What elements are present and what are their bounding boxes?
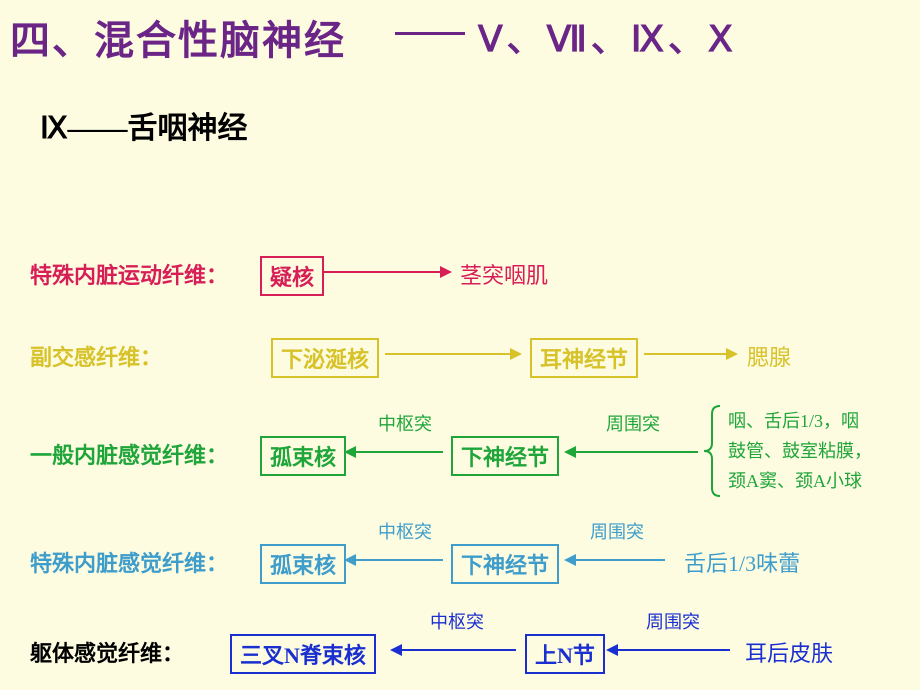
target-text: 茎突咽肌 xyxy=(460,258,548,290)
page-title: 四、混合性脑神经 xyxy=(10,8,346,66)
title-dash xyxy=(395,32,465,35)
target-text: 耳后皮肤 xyxy=(745,636,833,668)
node: 上N节 xyxy=(525,634,605,674)
node: 耳神经节 xyxy=(530,338,638,378)
arrow-label: 中枢突 xyxy=(378,518,432,544)
target-text: 舌后1/3味蕾 xyxy=(684,546,800,578)
arrow-label: 中枢突 xyxy=(378,410,432,436)
node: 下泌涎核 xyxy=(271,338,379,378)
node: 孤束核 xyxy=(260,544,346,584)
row-label: 躯体感觉纤维： xyxy=(30,636,184,668)
node: 三叉N脊束核 xyxy=(230,634,376,674)
arrow-label: 周围突 xyxy=(590,518,644,544)
target-multiline: 咽、舌后1/3，咽鼓管、鼓室粘膜，颈A窦、颈A小球 xyxy=(728,406,872,496)
arrow-label: 周围突 xyxy=(646,608,700,634)
row-label: 副交感纤维： xyxy=(30,340,162,372)
subtitle: Ⅸ——舌咽神经 xyxy=(40,103,248,147)
arrow-label: 周围突 xyxy=(606,410,660,436)
row-label: 特殊内脏感觉纤维： xyxy=(30,546,228,578)
target-text: 腮腺 xyxy=(747,340,791,372)
row-label: 一般内脏感觉纤维： xyxy=(30,438,228,470)
node: 下神经节 xyxy=(451,544,559,584)
row-label: 特殊内脏运动纤维： xyxy=(30,258,228,290)
arrow-label: 中枢突 xyxy=(430,608,484,634)
node: 孤束核 xyxy=(260,436,346,476)
node: 疑核 xyxy=(260,256,324,296)
node: 下神经节 xyxy=(451,436,559,476)
title-roman: Ⅴ、Ⅶ、Ⅸ、Ⅹ xyxy=(478,10,737,62)
